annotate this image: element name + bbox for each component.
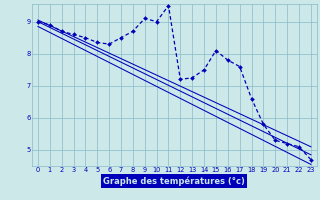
X-axis label: Graphe des températures (°c): Graphe des températures (°c) <box>103 176 245 186</box>
